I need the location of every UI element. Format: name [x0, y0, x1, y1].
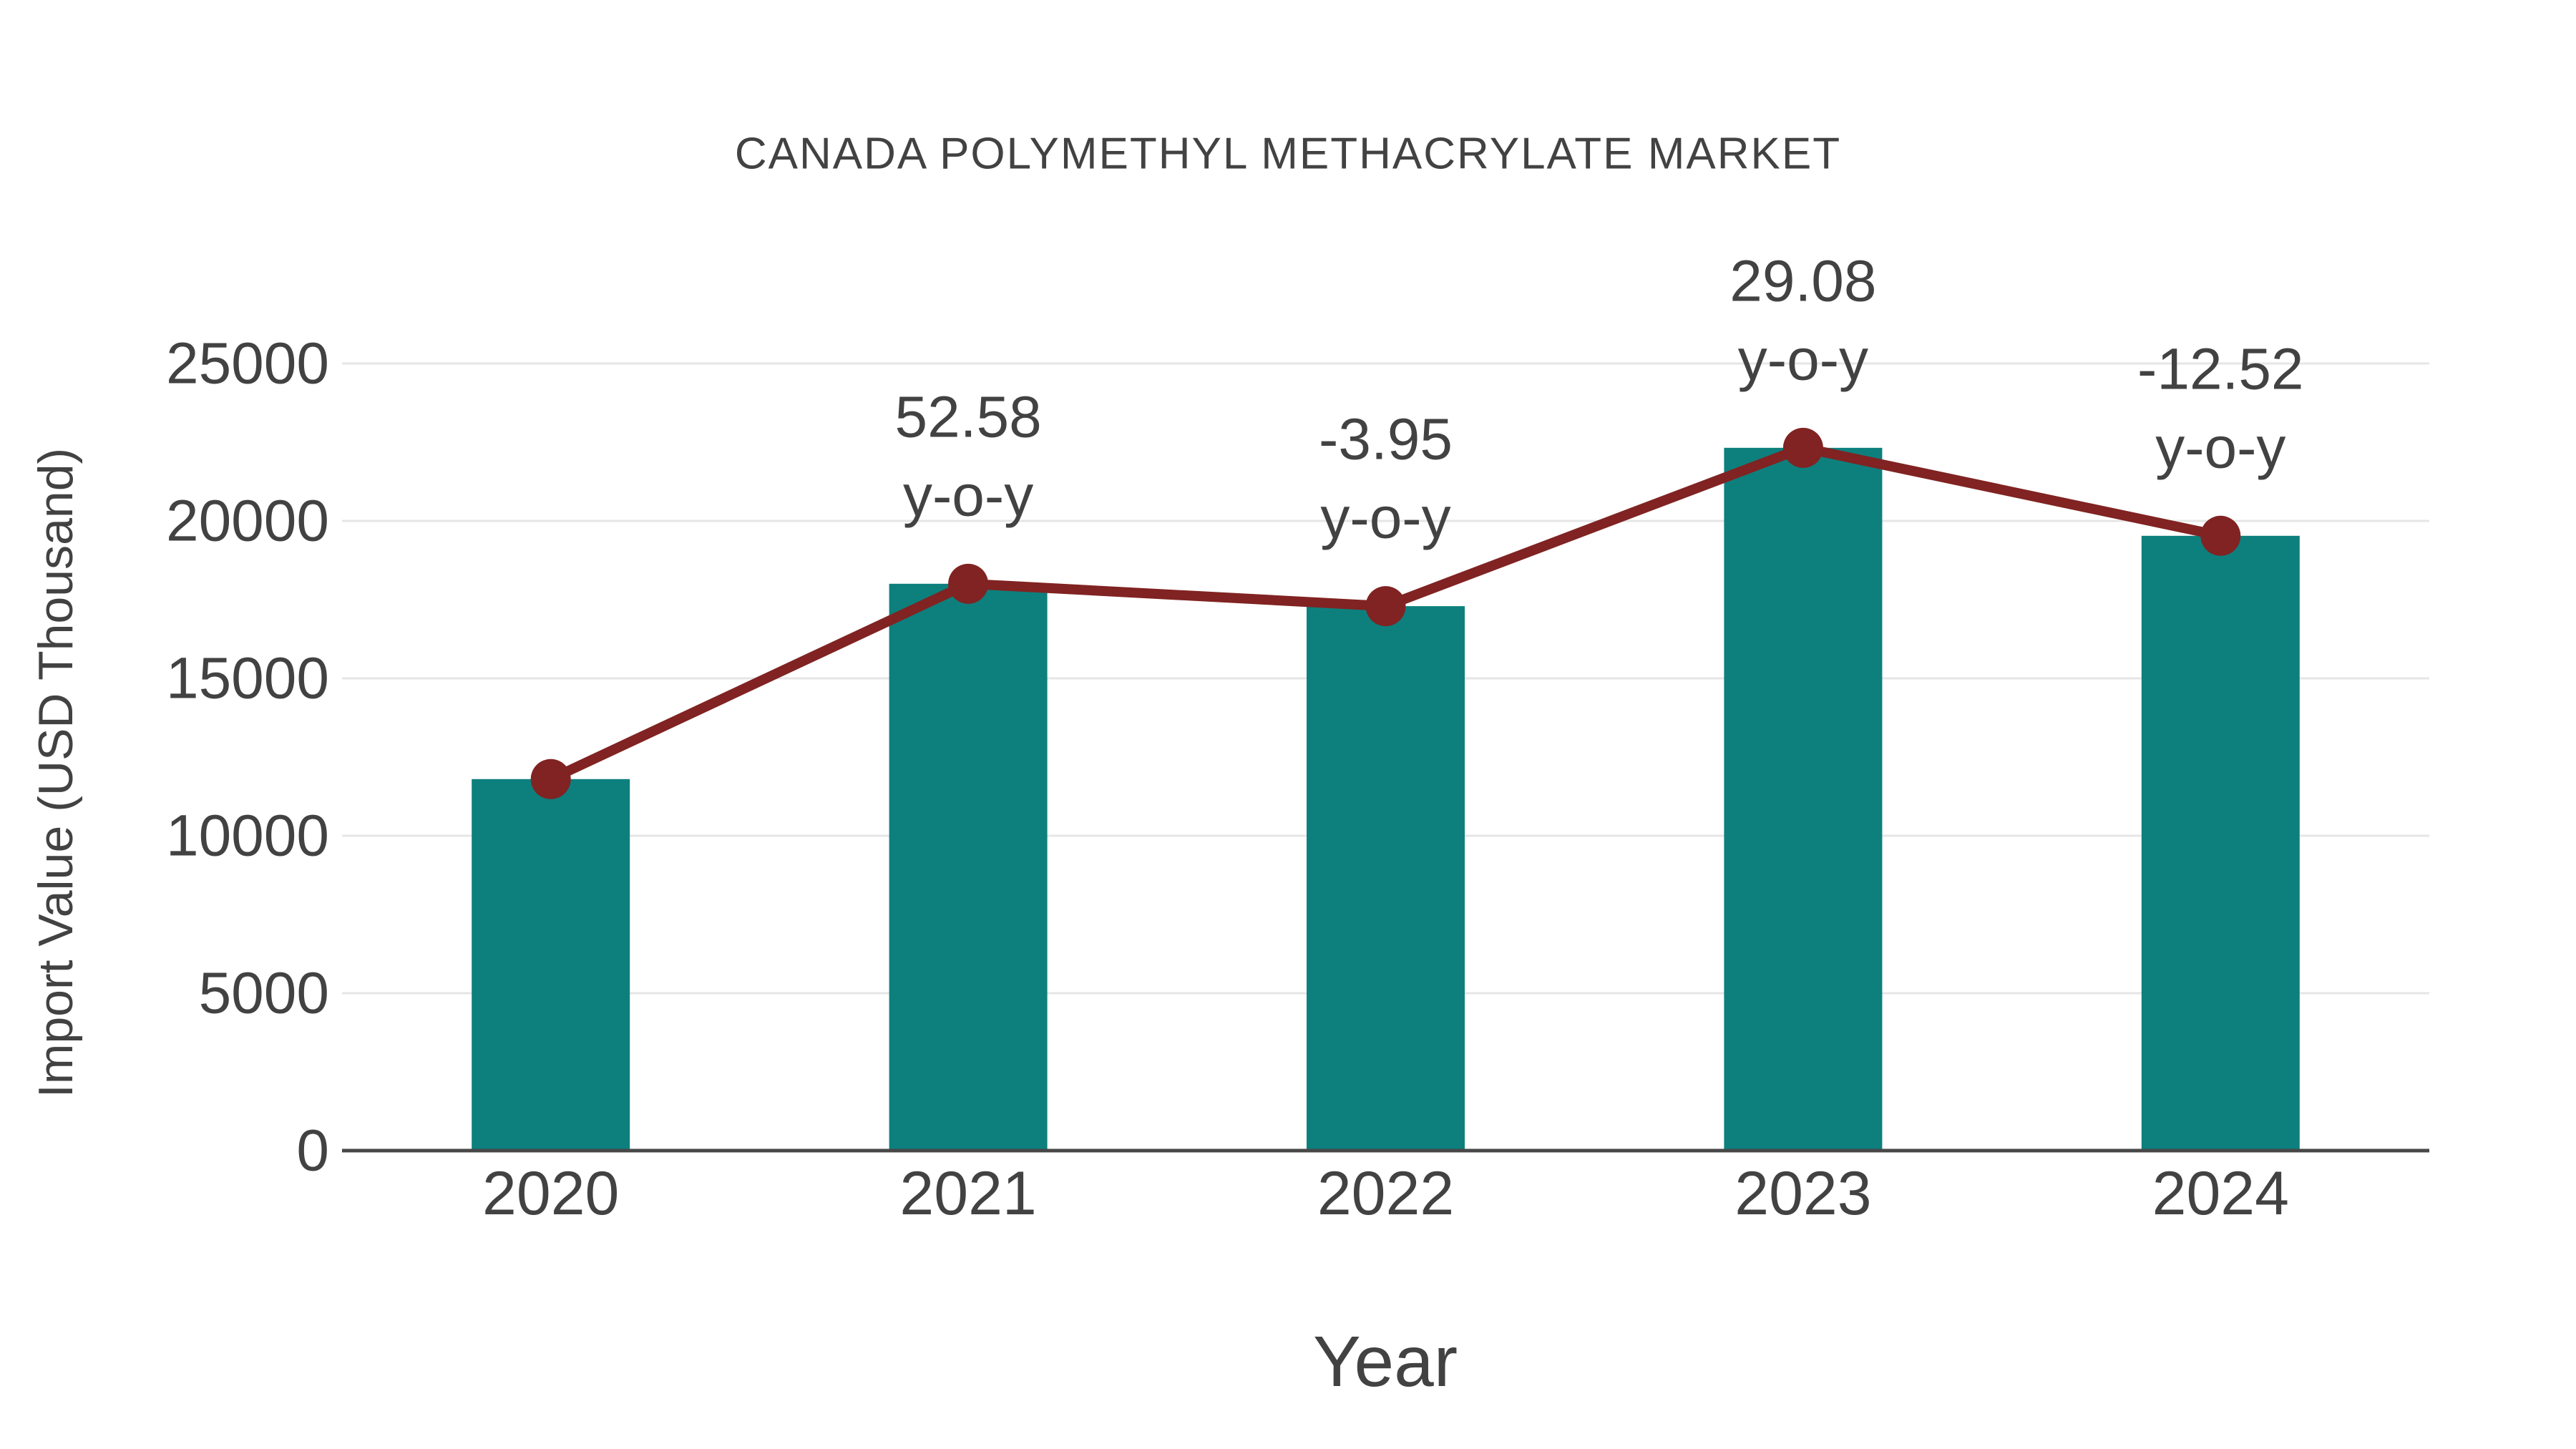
annotation-2022-unit: y-o-y	[1320, 486, 1450, 551]
annotation-2024-unit: y-o-y	[2155, 415, 2285, 480]
annotation-2022-value: -3.95	[1319, 407, 1453, 472]
marker-2023	[1782, 427, 1823, 468]
x-tick-2021: 2021	[899, 1159, 1036, 1228]
x-tick-2023: 2023	[1735, 1159, 1871, 1228]
y-axis-tick-labels: 0 5000 10000 15000 20000 25000	[166, 331, 329, 1184]
annotation-2024-value: -12.52	[2137, 336, 2304, 401]
bar-2022	[1307, 606, 1465, 1151]
bar-2024	[2141, 535, 2300, 1151]
annotation-2023-unit: y-o-y	[1738, 327, 1868, 392]
x-tick-2022: 2022	[1317, 1159, 1454, 1228]
y-tick-10000: 10000	[166, 804, 329, 869]
y-tick-25000: 25000	[166, 331, 329, 396]
marker-2021	[948, 563, 989, 604]
y-tick-5000: 5000	[199, 961, 329, 1026]
y-axis-title: Import Value (USD Thousand)	[29, 448, 83, 1098]
chart-title: CANADA POLYMETHYL METHACRYLATE MARKET	[735, 130, 1841, 179]
x-tick-2024: 2024	[2152, 1159, 2289, 1228]
bar-series	[472, 447, 2300, 1151]
marker-2024	[2200, 515, 2241, 556]
y-tick-20000: 20000	[166, 489, 329, 554]
x-axis-title: Year	[1313, 1322, 1458, 1402]
annotation-2023-value: 29.08	[1729, 248, 1876, 313]
bar-2020	[472, 779, 630, 1151]
y-tick-0: 0	[296, 1118, 329, 1184]
x-axis-tick-labels: 2020 2021 2022 2023 2024	[482, 1159, 2289, 1228]
bar-2023	[1724, 447, 1883, 1151]
annotation-2021-unit: y-o-y	[903, 463, 1033, 528]
line-series	[530, 427, 2241, 799]
marker-2020	[530, 758, 571, 799]
x-tick-2020: 2020	[482, 1159, 619, 1228]
bar-2021	[889, 583, 1048, 1151]
annotation-2021-value: 52.58	[894, 384, 1041, 449]
yoy-annotations: 52.58 y-o-y -3.95 y-o-y 29.08 y-o-y -12.52 y-o-…	[894, 248, 2303, 550]
y-tick-15000: 15000	[166, 646, 329, 711]
marker-2022	[1365, 586, 1406, 627]
